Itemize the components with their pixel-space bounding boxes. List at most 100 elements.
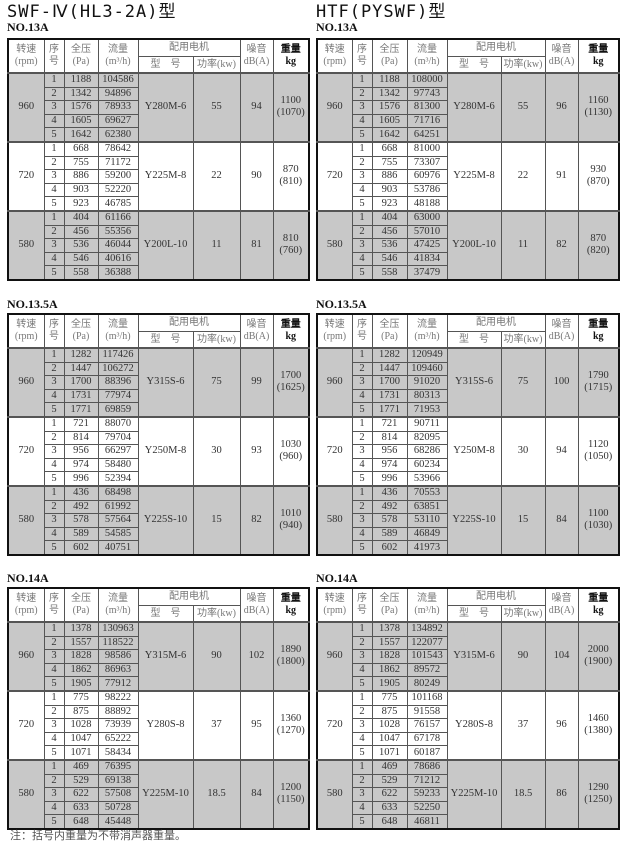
header-pressure-text: (Pa) [72,605,90,616]
motor-model-cell: Y280M-6 [137,72,194,143]
pressure-cell: 1905 [371,676,408,692]
weight-without-silencer: (960) [279,451,303,463]
seq-cell: 4 [351,731,373,747]
motor-power-cell: 11 [192,209,241,281]
flow-cell: 77974 [97,388,139,404]
table-row: 4 1731 80313 [317,388,619,404]
flow-cell: 118522 [97,635,139,651]
seq-cell: 5 [351,471,373,487]
header-seq-text: 序 [357,44,367,55]
flow-cell: 61992 [97,499,139,515]
flow-cell: 68286 [406,444,448,459]
pressure-cell: 529 [63,773,99,789]
fan-spec-table: 转速 (rpm) 序号全压 (Pa) 流量 (m³/h) 配用电机 噪音 dB(A) 重量 kg 型 … [316,313,620,556]
noise-cell: 100 [544,347,579,418]
table-row: 3 1700 88396 [8,375,309,390]
weight-value: 1460 [587,713,609,725]
table-row: 3 578 53110 [317,513,619,528]
table-row: 720 1 721 90711 Y250M-8 30 94 1120 (1050) [316,415,620,487]
weight-value: 1160 [587,95,609,107]
noise-cell: 93 [239,415,274,487]
weight-without-silencer: (1625) [276,382,305,394]
header-row: 转速 (rpm) 序号全压 (Pa) 流量 (m³/h) 配用电机 噪音 dB(A) 重量 kg [316,38,620,74]
motor-power-cell: 22 [192,140,241,212]
table-row: 960 1 1188 108000 Y280M-6 55 96 1160 (1130) [316,71,620,143]
pressure-cell: 1862 [371,662,408,678]
header-motor-model: 型 号 [137,331,194,349]
header-speed-text: (rpm) [14,605,38,616]
header-noise-text: dB(A) [243,331,270,342]
pressure-cell: 775 [371,689,408,706]
seq-cell: 2 [43,773,65,789]
seq-cell: 3 [43,787,65,802]
header-seq-text: 序 [357,319,367,330]
flow-cell: 97743 [406,86,448,102]
table-row: 2 1447 109460 [317,361,619,377]
header-flow-text: (m³/h) [414,605,440,616]
table-row: 5 648 45448 [8,814,309,830]
flow-cell: 46044 [97,238,139,253]
flow-cell: 40616 [97,251,139,267]
table-row: 4 974 58480 [8,457,309,473]
table-row: 2 1342 94896 [8,86,309,102]
flow-cell: 54585 [97,526,139,542]
motor-power-cell: 18.5 [192,758,241,830]
header-motor-text: 配用电机 [476,42,516,53]
table-row: 3 622 59233 [317,787,619,802]
weight-cell: 1700 (1625) [272,347,310,418]
seq-cell: 3 [43,513,65,528]
header-seq-text: 序 [357,593,367,604]
table-row: 4 1862 89572 [317,662,619,678]
seq-cell: 2 [351,499,373,515]
table-row: 4 1605 69627 [8,113,309,129]
header-speed-text: 转速 [16,44,37,55]
table-row: 4 1047 65222 [8,731,309,747]
table-row: 3 1576 78933 [8,100,309,115]
header-flow-text: 流量 [417,319,437,330]
header-pressure-text: (Pa) [72,331,90,342]
flow-cell: 88070 [97,415,139,432]
seq-cell: 3 [43,100,65,115]
weight-value: 1360 [280,713,302,725]
weight-cell: 1120 (1050) [577,415,620,487]
motor-model-cell: Y225M-8 [446,140,502,212]
pressure-cell: 1642 [63,127,99,143]
pressure-cell: 492 [371,499,408,515]
header-subrow: 型 号 功率(kw) [8,331,309,349]
seq-cell: 3 [351,100,373,115]
flow-cell: 60976 [406,169,448,184]
weight-without-silencer: (870) [586,176,610,188]
header-motor-text: 配用电机 [169,317,209,328]
noise-cell: 99 [239,347,274,418]
header-motor: 配用电机 [446,587,546,606]
pressure-cell: 1282 [371,346,408,363]
flow-cell: 63000 [406,209,448,226]
table-row: 2 1447 106272 [8,361,309,377]
weight-without-silencer: (1030) [584,520,613,532]
seq-cell: 3 [351,169,373,184]
pressure-cell: 956 [371,444,408,459]
table-row: 3 1828 98586 [8,649,309,664]
header-speed-text: 转速 [16,593,37,604]
weight-without-silencer: (1380) [584,725,613,737]
header-flow: 流量 (m³/h) [406,587,448,623]
flow-cell: 62380 [97,127,139,143]
weight-value: 870 [590,233,607,245]
pressure-cell: 469 [371,758,408,775]
header-speed: 转速 (rpm) [7,587,45,623]
header-subrow: 型 号 功率(kw) [8,605,309,623]
header-flow: 流量 (m³/h) [97,313,139,349]
seq-cell: 2 [351,224,373,240]
header-pressure: 全压 (Pa) [371,38,408,74]
motor-model-cell: Y200L-10 [446,209,502,281]
pressure-cell: 1028 [63,718,99,733]
header-noise-text: dB(A) [243,605,270,616]
header-noise-text: 噪音 [246,593,267,604]
seq-cell: 1 [43,484,65,501]
header-weight-text: kg [592,605,604,616]
flow-cell: 94896 [97,86,139,102]
flow-cell: 55356 [97,224,139,240]
seq-cell: 1 [351,620,373,637]
motor-model-cell: Y315M-6 [446,621,502,692]
header-motor-power: 功率(kw) [500,331,546,349]
